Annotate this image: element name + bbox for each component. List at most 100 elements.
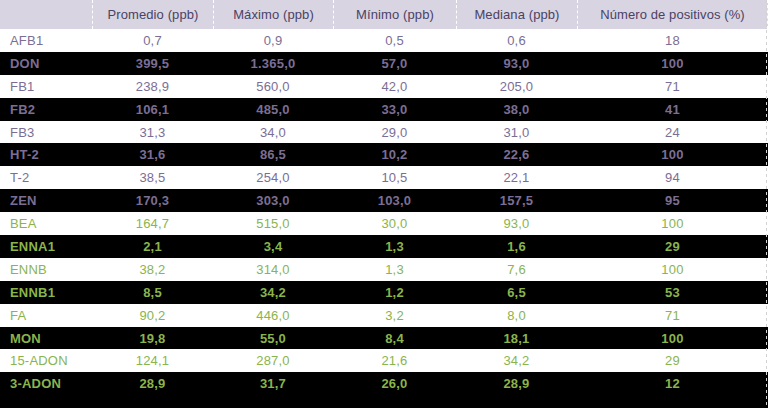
table-body: AFB10,70,90,50,618DON399,51.365,057,093,… [0, 29, 768, 395]
table-row: AFB10,70,90,50,618 [0, 29, 768, 52]
table-cell: 34,2 [456, 349, 577, 372]
table-cell: 3,2 [333, 304, 456, 327]
table-cell: 0,7 [92, 29, 213, 52]
table-cell: 31,3 [92, 121, 213, 144]
table-row: T-238,5254,010,522,194 [0, 166, 768, 189]
row-label: ZEN [0, 189, 92, 212]
table-cell: 106,1 [92, 98, 213, 121]
table-cell: 164,7 [92, 212, 213, 235]
row-label: T-2 [0, 166, 92, 189]
table-cell: 100 [577, 52, 768, 75]
table-cell: 28,9 [456, 372, 577, 395]
table-row: ENNB38,2314,01,37,6100 [0, 258, 768, 281]
header-cell: Mínimo (ppb) [333, 0, 456, 29]
table-cell: 19,8 [92, 327, 213, 350]
row-label: BEA [0, 212, 92, 235]
row-label: HT-2 [0, 143, 92, 166]
table-cell: 30,0 [333, 212, 456, 235]
table-cell: 6,5 [456, 281, 577, 304]
table-cell: 22,6 [456, 143, 577, 166]
table-cell: 7,6 [456, 258, 577, 281]
table-cell: 100 [577, 258, 768, 281]
table-cell: 29 [577, 349, 768, 372]
table-cell: 26,0 [333, 372, 456, 395]
table-cell: 2,1 [92, 235, 213, 258]
row-label: FB2 [0, 98, 92, 121]
table-cell: 254,0 [213, 166, 333, 189]
table-cell: 21,6 [333, 349, 456, 372]
header-cell: Promedio (ppb) [92, 0, 213, 29]
table-cell: 100 [577, 327, 768, 350]
row-label: DON [0, 52, 92, 75]
table-cell: 8,0 [456, 304, 577, 327]
table-row: FB2106,1485,033,038,041 [0, 98, 768, 121]
table-cell: 71 [577, 304, 768, 327]
table-cell: 93,0 [456, 52, 577, 75]
table-cell: 100 [577, 212, 768, 235]
table-cell: 38,2 [92, 258, 213, 281]
table-cell: 90,2 [92, 304, 213, 327]
table-cell: 31,7 [213, 372, 333, 395]
table-cell: 399,5 [92, 52, 213, 75]
mycotoxin-summary-table: Promedio (ppb)Máximo (ppb)Mínimo (ppb)Me… [0, 0, 768, 408]
table-row: ENNB18,534,21,26,553 [0, 281, 768, 304]
header-cell: Mediana (ppb) [456, 0, 577, 29]
table-cell: 29,0 [333, 121, 456, 144]
row-label: 3-ADON [0, 372, 92, 395]
header-cell-empty [0, 0, 92, 29]
table-row: FB331,334,029,031,024 [0, 121, 768, 144]
table-cell: 485,0 [213, 98, 333, 121]
table-cell: 53 [577, 281, 768, 304]
table-cell: 560,0 [213, 75, 333, 98]
table-cell: 28,9 [92, 372, 213, 395]
table-cell: 42,0 [333, 75, 456, 98]
table-cell: 0,5 [333, 29, 456, 52]
table-row: HT-231,686,510,222,6100 [0, 143, 768, 166]
table-cell: 515,0 [213, 212, 333, 235]
table-cell: 0,9 [213, 29, 333, 52]
table-cell: 314,0 [213, 258, 333, 281]
table-cell: 12 [577, 372, 768, 395]
table-cell: 31,6 [92, 143, 213, 166]
table-row: ENNA12,13,41,31,629 [0, 235, 768, 258]
row-label: ENNB [0, 258, 92, 281]
table-cell: 124,1 [92, 349, 213, 372]
table-footer-bar [0, 395, 768, 408]
table-cell: 41 [577, 98, 768, 121]
row-label: AFB1 [0, 29, 92, 52]
table-cell: 205,0 [456, 75, 577, 98]
table-cell: 1,6 [456, 235, 577, 258]
row-label: ENNA1 [0, 235, 92, 258]
table-cell: 86,5 [213, 143, 333, 166]
table-cell: 18 [577, 29, 768, 52]
table-cell: 24 [577, 121, 768, 144]
table-cell: 95 [577, 189, 768, 212]
table-cell: 57,0 [333, 52, 456, 75]
header-cell: Número de positivos (%) [577, 0, 768, 29]
table-cell: 1,3 [333, 258, 456, 281]
table-row: ZEN170,3303,0103,0157,595 [0, 189, 768, 212]
table-cell: 93,0 [456, 212, 577, 235]
table-cell: 1,2 [333, 281, 456, 304]
table-cell: 22,1 [456, 166, 577, 189]
table-cell: 3,4 [213, 235, 333, 258]
table-cell: 8,4 [333, 327, 456, 350]
table-row: BEA164,7515,030,093,0100 [0, 212, 768, 235]
table-cell: 103,0 [333, 189, 456, 212]
table-cell: 170,3 [92, 189, 213, 212]
table-cell: 29 [577, 235, 768, 258]
row-label: MON [0, 327, 92, 350]
table-row: DON399,51.365,057,093,0100 [0, 52, 768, 75]
table-cell: 34,0 [213, 121, 333, 144]
table-cell: 1.365,0 [213, 52, 333, 75]
table-cell: 71 [577, 75, 768, 98]
table-cell: 38,5 [92, 166, 213, 189]
table-cell: 31,0 [456, 121, 577, 144]
table-cell: 0,6 [456, 29, 577, 52]
table-cell: 18,1 [456, 327, 577, 350]
row-label: FB3 [0, 121, 92, 144]
table-row: FB1238,9560,042,0205,071 [0, 75, 768, 98]
table-row: FA90,2446,03,28,071 [0, 304, 768, 327]
table-cell: 100 [577, 143, 768, 166]
table-cell: 55,0 [213, 327, 333, 350]
